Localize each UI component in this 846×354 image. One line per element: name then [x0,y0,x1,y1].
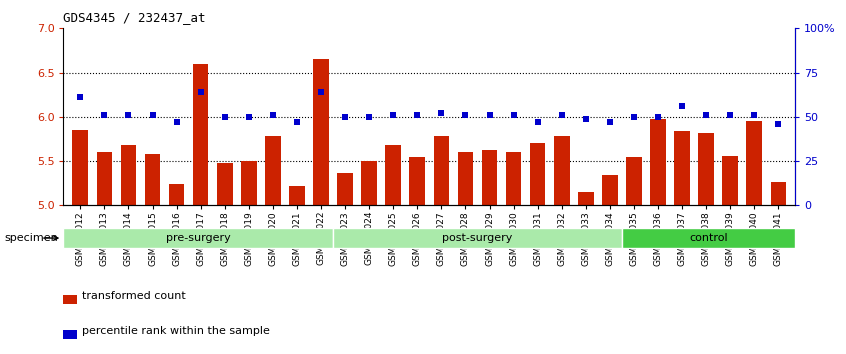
Bar [386,145,401,205]
Bar [722,156,738,205]
Bar [289,186,305,205]
Point [675,103,689,109]
Bar [63,330,77,339]
Bar [361,161,377,205]
Bar [63,228,333,249]
Point [651,114,665,120]
Bar [193,64,208,205]
Text: specimen: specimen [4,233,58,243]
Bar [530,143,546,205]
Point [723,112,737,118]
Bar [265,136,281,205]
Text: GDS4345 / 232437_at: GDS4345 / 232437_at [63,11,206,24]
Point [242,114,255,120]
Point [74,95,87,100]
Point [314,89,327,95]
Text: transformed count: transformed count [82,291,185,301]
Bar [433,136,449,205]
Point [410,112,424,118]
Bar [698,133,714,205]
Bar [73,130,88,205]
Bar [746,121,762,205]
Point [146,112,159,118]
Point [338,114,352,120]
Bar [578,192,594,205]
Text: pre-surgery: pre-surgery [166,233,231,242]
Bar [481,150,497,205]
Bar [217,163,233,205]
Point [700,112,713,118]
Point [507,112,520,118]
Point [748,112,761,118]
Bar [168,184,184,205]
Point [218,114,232,120]
Bar [145,154,161,205]
Point [290,119,304,125]
Bar [333,228,622,249]
Bar [121,145,136,205]
Bar [506,152,521,205]
Point [194,89,207,95]
Bar [771,182,786,205]
Point [97,112,111,118]
Point [603,119,617,125]
Point [531,119,545,125]
Bar [626,157,642,205]
Text: control: control [689,233,728,242]
Point [266,112,280,118]
Bar [338,173,353,205]
Text: percentile rank within the sample: percentile rank within the sample [82,326,270,336]
Bar [674,131,690,205]
Point [555,112,569,118]
Point [435,110,448,116]
Point [387,112,400,118]
Point [627,114,640,120]
Bar [458,152,473,205]
Point [170,119,184,125]
Bar [96,152,113,205]
Bar [651,119,666,205]
Bar [409,157,426,205]
Point [459,112,472,118]
Bar [602,175,618,205]
Point [122,112,135,118]
Point [579,116,592,121]
Point [362,114,376,120]
Bar [313,59,329,205]
Point [772,121,785,127]
Bar [622,228,795,249]
Bar [241,161,256,205]
Bar [63,295,77,304]
Text: post-surgery: post-surgery [442,233,513,242]
Point [483,112,497,118]
Bar [554,136,569,205]
